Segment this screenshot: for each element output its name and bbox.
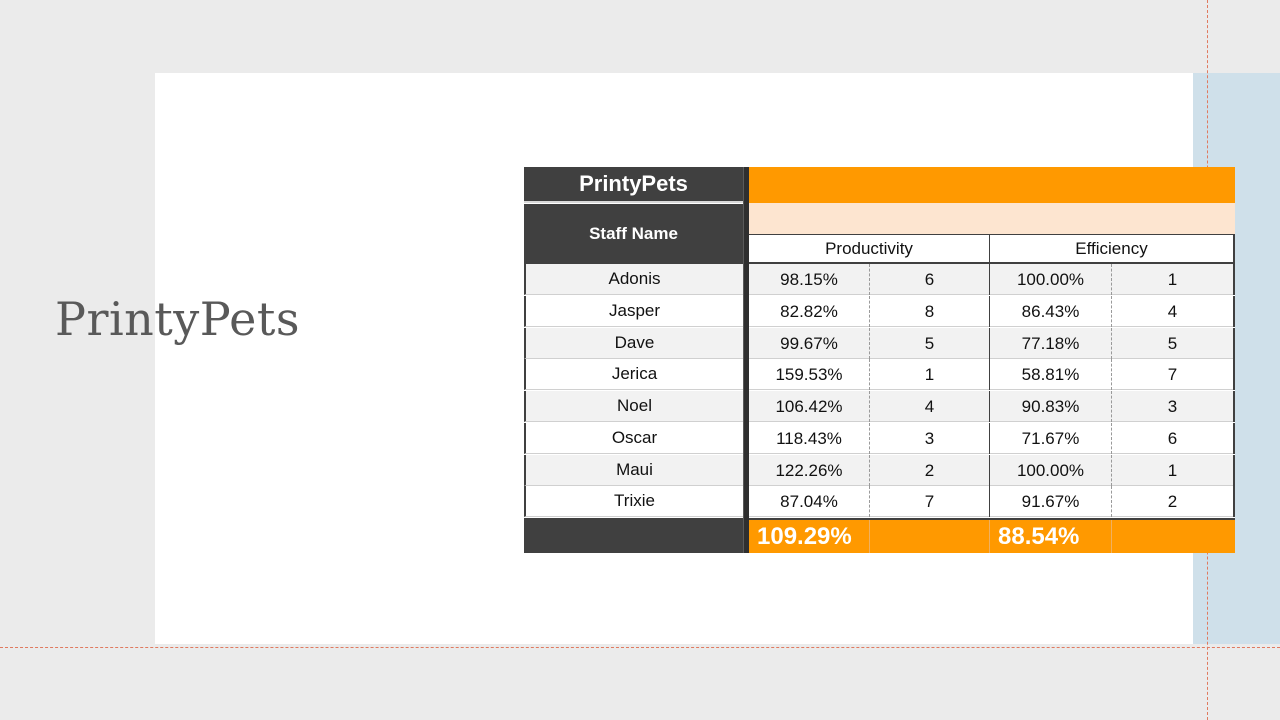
- efficiency-rank-cell: 1: [1112, 264, 1235, 295]
- efficiency-cell: 77.18%: [990, 328, 1112, 359]
- productivity-rank-cell: 2: [870, 455, 990, 486]
- productivity-rank-cell: 1: [870, 359, 990, 390]
- staff-name-cell: Oscar: [524, 423, 743, 454]
- metrics-column: Productivity Efficiency 98.15% 6 100.00% 1 8…: [749, 167, 1235, 553]
- productivity-rank-cell: 4: [870, 391, 990, 422]
- productivity-rank-cell: 6: [870, 264, 990, 295]
- efficiency-rank-cell: 3: [1112, 391, 1235, 422]
- productivity-rank-cell: 5: [870, 328, 990, 359]
- table-row: 106.42% 4 90.83% 3: [749, 391, 1235, 422]
- productivity-cell: 82.82%: [749, 296, 870, 327]
- brand-header: PrintyPets: [524, 167, 743, 203]
- staff-name-cell: Trixie: [524, 486, 743, 517]
- peach-header-band: [749, 203, 1235, 234]
- staff-name-cell: Jerica: [524, 359, 743, 390]
- productivity-cell: 87.04%: [749, 486, 870, 517]
- staff-name-cell: Adonis: [524, 264, 743, 295]
- productivity-cell: 118.43%: [749, 423, 870, 454]
- staff-name-cell: Jasper: [524, 296, 743, 327]
- table-row: 118.43% 3 71.67% 6: [749, 423, 1235, 454]
- efficiency-cell: 58.81%: [990, 359, 1112, 390]
- staff-name-cell: Noel: [524, 391, 743, 422]
- table-row: 99.67% 5 77.18% 5: [749, 328, 1235, 359]
- table-row: 87.04% 7 91.67% 2: [749, 486, 1235, 517]
- productivity-cell: 99.67%: [749, 328, 870, 359]
- efficiency-rank-cell: 7: [1112, 359, 1235, 390]
- total-productivity: 109.29%: [749, 520, 870, 553]
- total-empty-cell: [870, 520, 990, 553]
- productivity-cell: 106.42%: [749, 391, 870, 422]
- horizontal-guide-line: [0, 647, 1280, 648]
- efficiency-cell: 86.43%: [990, 296, 1112, 327]
- efficiency-cell: 91.67%: [990, 486, 1112, 517]
- orange-header-band: [749, 167, 1235, 203]
- spreadsheet-image[interactable]: PrintyPets Staff Name Adonis Jasper Dave Je…: [524, 167, 1235, 553]
- table-row: 122.26% 2 100.00% 1: [749, 455, 1235, 486]
- efficiency-rank-cell: 5: [1112, 328, 1235, 359]
- efficiency-header: Efficiency: [990, 234, 1235, 264]
- table-row: 159.53% 1 58.81% 7: [749, 359, 1235, 390]
- productivity-rank-cell: 8: [870, 296, 990, 327]
- staff-name-cell: Maui: [524, 455, 743, 486]
- productivity-header: Productivity: [749, 234, 990, 264]
- productivity-cell: 159.53%: [749, 359, 870, 390]
- productivity-cell: 122.26%: [749, 455, 870, 486]
- staff-footer: [524, 518, 743, 553]
- staff-column: PrintyPets Staff Name Adonis Jasper Dave Je…: [524, 167, 743, 553]
- efficiency-rank-cell: 1: [1112, 455, 1235, 486]
- slide-title[interactable]: PrintyPets: [55, 292, 300, 346]
- productivity-cell: 98.15%: [749, 264, 870, 295]
- efficiency-cell: 71.67%: [990, 423, 1112, 454]
- staff-name-header: Staff Name: [524, 204, 743, 264]
- total-efficiency: 88.54%: [990, 520, 1112, 553]
- efficiency-cell: 90.83%: [990, 391, 1112, 422]
- totals-row: 109.29% 88.54%: [749, 518, 1235, 553]
- efficiency-rank-cell: 2: [1112, 486, 1235, 517]
- table-row: 82.82% 8 86.43% 4: [749, 296, 1235, 327]
- productivity-rank-cell: 7: [870, 486, 990, 517]
- efficiency-cell: 100.00%: [990, 455, 1112, 486]
- efficiency-rank-cell: 4: [1112, 296, 1235, 327]
- staff-name-cell: Dave: [524, 328, 743, 359]
- total-empty-cell: [1112, 520, 1235, 553]
- productivity-rank-cell: 3: [870, 423, 990, 454]
- table-row: 98.15% 6 100.00% 1: [749, 264, 1235, 295]
- column-divider: [743, 167, 749, 553]
- efficiency-cell: 100.00%: [990, 264, 1112, 295]
- efficiency-rank-cell: 6: [1112, 423, 1235, 454]
